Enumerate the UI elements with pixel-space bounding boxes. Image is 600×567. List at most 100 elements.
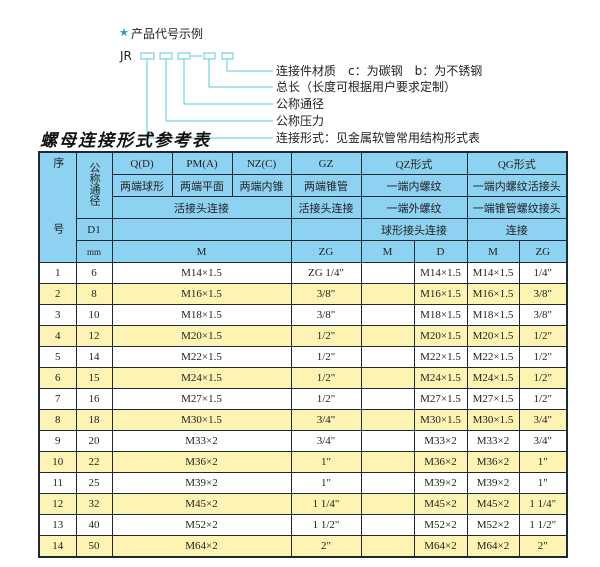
- cell-nominal: 6: [75, 262, 113, 284]
- cell-gz-m: M52×2: [111, 514, 292, 536]
- header-unit: ZG: [290, 240, 362, 263]
- header-type-nz: NZ(C): [231, 151, 292, 175]
- example-title: 产品代号示例: [131, 27, 204, 41]
- leader-line: [146, 59, 273, 139]
- cell-qg-m: M24×1.5: [466, 367, 520, 389]
- cell-seq: 10: [38, 451, 77, 473]
- cell-seq: 9: [38, 430, 77, 452]
- cell-gz-zg: 3/8": [290, 283, 362, 305]
- cell-qg-zg: 1 1/2": [518, 514, 568, 536]
- cell-gz-m: M14×1.5: [111, 262, 292, 284]
- cell-qg-zg: 1/2": [518, 346, 568, 368]
- header-seq: 序 号: [38, 151, 77, 263]
- table-row: 2 8 M16×1.5 3/8" M16×1.5 M16×1.5 3/8": [38, 283, 568, 305]
- header-desc: 两端平面: [171, 174, 233, 197]
- cell-gz-m: M20×1.5: [111, 325, 292, 347]
- code-box: [177, 52, 191, 60]
- cell-qg-m: M16×1.5: [466, 283, 520, 305]
- cell-seq: 13: [38, 514, 77, 536]
- cell-seq: 3: [38, 304, 77, 326]
- header-conn2: 连接: [466, 218, 568, 241]
- cell-qg-zg: 1/4": [518, 262, 568, 284]
- cell-gz-zg: 1/2": [290, 325, 362, 347]
- leader-line: [165, 59, 273, 122]
- cell-nominal: 50: [75, 535, 113, 558]
- code-box: [203, 52, 216, 60]
- header-desc: 两端锥管: [290, 174, 362, 197]
- table-body: 1 6 M14×1.5 ZG 1/4" M14×1.5 M14×1.5 1/4" 2 8 M16×…: [38, 262, 568, 558]
- cell-seq: 12: [38, 493, 77, 515]
- product-code-diagram: [140, 52, 273, 139]
- cell-qg-m: M18×1.5: [466, 304, 520, 326]
- cell-gz-m: M18×1.5: [111, 304, 292, 326]
- cell-nominal: 14: [75, 346, 113, 368]
- cell-nominal: 12: [75, 325, 113, 347]
- cell-seq: 8: [38, 409, 77, 431]
- code-box: [140, 52, 155, 60]
- leader-line: [208, 59, 273, 88]
- cell-gz-zg: 1 1/2": [290, 514, 362, 536]
- cell-gz-m: M16×1.5: [111, 283, 292, 305]
- cell-nominal: 8: [75, 283, 113, 305]
- cell-nominal: 18: [75, 409, 113, 431]
- header-type-qg: QG形式: [466, 151, 568, 175]
- leader-line: [226, 59, 273, 72]
- header-nominal-label: 公称通径: [88, 162, 100, 206]
- code-box: [221, 52, 234, 60]
- cell-qg-zg: 3/4": [518, 430, 568, 452]
- table-row: 4 12 M20×1.5 1/2" M20×1.5 M20×1.5 1/2": [38, 325, 568, 347]
- header-unit: ZG: [518, 240, 568, 263]
- leader-line: [183, 59, 273, 105]
- cell-qz-m: [360, 514, 415, 536]
- cell-nominal: 40: [75, 514, 113, 536]
- code-box: [159, 52, 173, 60]
- cell-qz-d: M39×2: [413, 472, 468, 494]
- cell-qg-zg: 1/2": [518, 367, 568, 389]
- cell-qg-zg: 3/8": [518, 304, 568, 326]
- cell-qz-m: [360, 283, 415, 305]
- header-type-gz: GZ: [290, 151, 362, 175]
- nut-connection-table: 序 号 公称通径 Q(D) PM(A) NZ(C) GZ QZ形式 QG形式 两…: [38, 151, 569, 558]
- star-icon: ★: [119, 26, 129, 39]
- cell-qz-d: M20×1.5: [413, 325, 468, 347]
- cell-qg-m: M30×1.5: [466, 409, 520, 431]
- table-row: 10 22 M36×2 1" M36×2 M36×2 1": [38, 451, 568, 473]
- cell-qz-d: M52×2: [413, 514, 468, 536]
- table-row: 5 14 M22×1.5 1/2" M22×1.5 M22×1.5 1/2": [38, 346, 568, 368]
- cell-qg-m: M22×1.5: [466, 346, 520, 368]
- table-row: 1 6 M14×1.5 ZG 1/4" M14×1.5 M14×1.5 1/4": [38, 262, 568, 284]
- table-row: 7 16 M27×1.5 1/2" M27×1.5 M27×1.5 1/2": [38, 388, 568, 410]
- cell-gz-m: M64×2: [111, 535, 292, 558]
- cell-qz-d: M18×1.5: [413, 304, 468, 326]
- cell-qz-m: [360, 472, 415, 494]
- cell-qg-m: M39×2: [466, 472, 520, 494]
- header-d1: D1: [75, 218, 113, 241]
- table-row: 12 32 M45×2 1 1/4" M45×2 M45×2 1 1/4": [38, 493, 568, 515]
- table-row: 9 20 M33×2 3/4" M33×2 M33×2 3/4": [38, 430, 568, 452]
- cell-qz-m: [360, 430, 415, 452]
- header-type-qd: Q(D): [111, 151, 173, 175]
- cell-qg-zg: 1": [518, 451, 568, 473]
- cell-qg-m: M64×2: [466, 535, 520, 558]
- cell-qz-m: [360, 325, 415, 347]
- cell-nominal: 32: [75, 493, 113, 515]
- cell-qg-m: M33×2: [466, 430, 520, 452]
- cell-qz-d: M24×1.5: [413, 367, 468, 389]
- header-empty: [111, 218, 292, 241]
- cell-gz-m: M30×1.5: [111, 409, 292, 431]
- cell-qz-d: M64×2: [413, 535, 468, 558]
- cell-gz-m: M22×1.5: [111, 346, 292, 368]
- cell-qz-m: [360, 451, 415, 473]
- header-nominal: 公称通径: [75, 151, 113, 219]
- cell-seq: 1: [38, 262, 77, 284]
- cell-gz-zg: 1": [290, 451, 362, 473]
- cell-gz-zg: 1/2": [290, 367, 362, 389]
- header-desc: 两端球形: [111, 174, 173, 197]
- cell-gz-zg: 1": [290, 472, 362, 494]
- cell-nominal: 15: [75, 367, 113, 389]
- table-title: 螺母连接形式参考表: [40, 131, 211, 151]
- label-nominal-pressure: 公称压力: [276, 114, 325, 128]
- cell-seq: 7: [38, 388, 77, 410]
- cell-qz-m: [360, 346, 415, 368]
- cell-qz-m: [360, 409, 415, 431]
